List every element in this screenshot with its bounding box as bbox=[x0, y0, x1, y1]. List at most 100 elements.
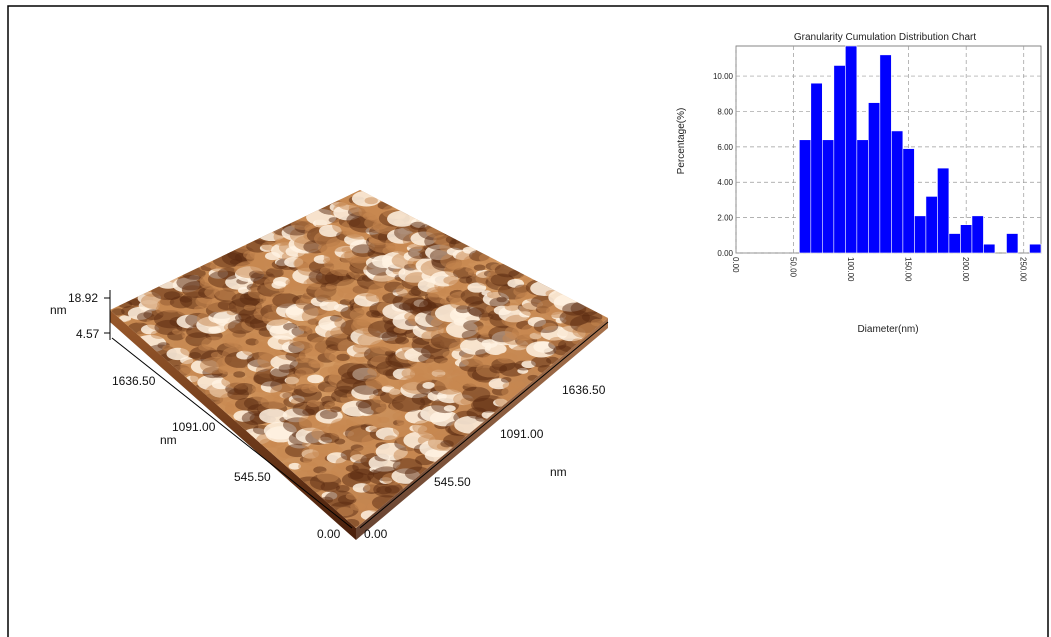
surface-grain bbox=[208, 326, 222, 334]
surface-grain bbox=[233, 371, 246, 378]
y-tick-label: 8.00 bbox=[717, 107, 733, 116]
right-tick-3: 1091.00 bbox=[500, 427, 544, 441]
histogram-bar bbox=[799, 139, 812, 254]
x-tick-label: 50.00 bbox=[789, 257, 798, 278]
y-tick-labels: 0.00 2.00 4.00 6.00 8.00 10.00 bbox=[713, 72, 734, 258]
histogram-bar bbox=[925, 196, 938, 254]
histogram-bar bbox=[879, 54, 892, 254]
surface-grain bbox=[531, 356, 552, 368]
surface-grain bbox=[334, 438, 346, 445]
surface-grain bbox=[323, 442, 339, 451]
histogram-bar bbox=[891, 130, 904, 254]
histogram-bar bbox=[868, 102, 881, 254]
histogram-bar bbox=[983, 243, 996, 254]
surface-grain bbox=[500, 376, 512, 383]
surface-grain bbox=[307, 374, 324, 384]
surface-grain bbox=[413, 373, 433, 384]
surface-grain bbox=[335, 485, 350, 493]
histogram-bar bbox=[810, 82, 823, 254]
surface-grain bbox=[288, 462, 302, 470]
surface-grain bbox=[375, 406, 387, 413]
surface-grain bbox=[455, 305, 471, 314]
y-tick-label: 6.00 bbox=[717, 143, 733, 152]
surface-grain bbox=[486, 291, 501, 299]
surface-grain bbox=[420, 397, 432, 404]
surface-grains bbox=[111, 190, 608, 528]
surface-right-side bbox=[356, 318, 608, 540]
surface-grain bbox=[511, 380, 526, 389]
surface-grain bbox=[118, 315, 132, 322]
right-axis-line bbox=[359, 321, 609, 529]
histogram-chart: Granularity Cumulation Distribution Char… bbox=[676, 32, 1042, 335]
y-axis-label: Percentage(%) bbox=[676, 108, 687, 175]
histogram-bar bbox=[845, 45, 858, 254]
z-min-label: 4.57 bbox=[76, 327, 100, 341]
surface-grain bbox=[473, 264, 486, 271]
surface-grain bbox=[395, 336, 409, 345]
left-tick-2: 1091.00 bbox=[172, 420, 216, 434]
surface-grain bbox=[445, 260, 465, 271]
x-tick-label: 100.00 bbox=[846, 257, 855, 282]
right-tick-4: 1636.50 bbox=[562, 383, 606, 397]
histogram-bar bbox=[833, 65, 846, 254]
z-max-label: 18.92 bbox=[68, 291, 98, 305]
left-tick-1: 1636.50 bbox=[112, 374, 156, 388]
right-tick-1: 0.00 bbox=[364, 527, 388, 541]
surface-grain bbox=[336, 507, 354, 517]
surface-grain bbox=[346, 416, 364, 427]
z-unit-label: nm bbox=[50, 303, 67, 317]
surface-grain bbox=[443, 405, 456, 412]
surface-grain bbox=[364, 197, 378, 205]
surface-grain bbox=[377, 416, 390, 424]
surface-grain bbox=[294, 367, 315, 378]
y-tick-label: 2.00 bbox=[717, 214, 733, 223]
afm-surface-plot: 18.92 nm 4.57 1636.50 1091.00 nm 545.50 … bbox=[50, 190, 609, 541]
surface-grain bbox=[478, 252, 499, 264]
surface-grain bbox=[384, 435, 398, 443]
histogram-bar bbox=[1006, 233, 1019, 254]
left-axis-unit: nm bbox=[160, 433, 177, 447]
x-tick-label: 250.00 bbox=[1019, 257, 1028, 282]
surface-grain bbox=[306, 399, 321, 408]
x-axis-label: Diameter(nm) bbox=[857, 324, 918, 335]
x-tick-labels: 0.00 50.00 100.00 150.00 200.00 250.00 bbox=[731, 257, 1028, 282]
histogram-bar bbox=[914, 215, 927, 254]
bars-group bbox=[799, 45, 1042, 254]
histogram-bar bbox=[948, 233, 961, 254]
surface-grain bbox=[362, 415, 382, 426]
x-tick-label: 150.00 bbox=[904, 257, 913, 282]
left-tick-3: 545.50 bbox=[234, 470, 271, 484]
y-tick-label: 0.00 bbox=[717, 249, 733, 258]
surface-grain bbox=[504, 302, 520, 311]
surface-grain bbox=[345, 492, 359, 500]
surface-grain bbox=[265, 267, 285, 278]
surface-grain bbox=[272, 293, 301, 309]
surface-grain bbox=[173, 340, 188, 348]
left-tick-4: 0.00 bbox=[317, 527, 341, 541]
surface-grain bbox=[233, 383, 257, 396]
surface-grain bbox=[314, 286, 344, 303]
surface-grain bbox=[384, 485, 400, 494]
surface-grain bbox=[422, 382, 435, 389]
surface-grain bbox=[330, 406, 342, 413]
surface-grain bbox=[484, 343, 507, 355]
surface-grain bbox=[336, 353, 350, 362]
histogram-bar bbox=[902, 148, 915, 254]
histogram-bar bbox=[971, 215, 984, 254]
right-tick-2: 545.50 bbox=[434, 475, 471, 489]
histogram-bar bbox=[822, 139, 835, 254]
x-tick-label: 0.00 bbox=[731, 257, 740, 273]
figure-border bbox=[7, 5, 1049, 637]
right-axis-unit: nm bbox=[550, 465, 567, 479]
left-axis-line bbox=[111, 337, 353, 529]
surface-grain bbox=[320, 481, 341, 493]
x-tick-label: 200.00 bbox=[961, 257, 970, 282]
histogram-bar bbox=[856, 139, 869, 254]
y-tick-label: 4.00 bbox=[717, 178, 733, 187]
surface-grain bbox=[542, 322, 557, 331]
surface-grain bbox=[243, 304, 256, 311]
histogram-bar bbox=[937, 167, 950, 254]
histogram-bar bbox=[1029, 243, 1042, 254]
chart-title: Granularity Cumulation Distribution Char… bbox=[794, 32, 977, 43]
